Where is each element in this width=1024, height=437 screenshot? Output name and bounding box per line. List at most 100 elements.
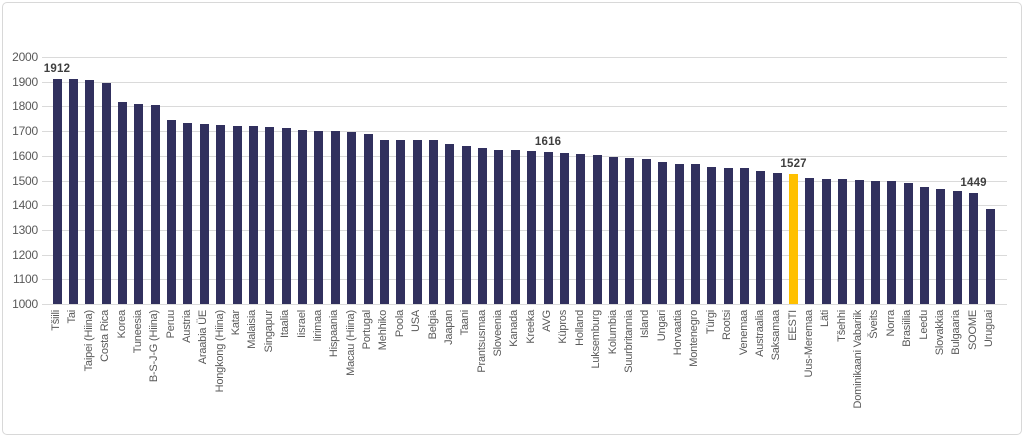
bar bbox=[265, 126, 275, 304]
bar bbox=[805, 178, 815, 304]
x-axis-tick-label: Montenegro bbox=[688, 310, 701, 367]
bar bbox=[248, 125, 258, 304]
bar bbox=[379, 139, 389, 304]
y-axis-tick-label: 1500 bbox=[12, 174, 38, 188]
bar bbox=[478, 148, 488, 304]
bar bbox=[85, 80, 95, 304]
x-axis-tick-label: Sloveenia bbox=[491, 310, 504, 357]
bar bbox=[641, 159, 651, 304]
bar bbox=[527, 150, 537, 304]
bar bbox=[920, 186, 929, 304]
bar bbox=[985, 208, 995, 304]
x-axis-tick-label: Austria bbox=[180, 310, 193, 343]
x-axis-tick-label: Korea bbox=[115, 310, 128, 339]
bar bbox=[576, 154, 586, 304]
x-axis-tick-label: Türgi bbox=[704, 310, 717, 335]
bar bbox=[609, 156, 618, 304]
bar bbox=[772, 172, 782, 304]
x-axis-tick-label: Costa Rica bbox=[99, 310, 112, 362]
x-axis-tick-label: AVG bbox=[541, 310, 554, 332]
x-axis-tick-label: Tuneesia bbox=[131, 310, 144, 354]
x-axis-tick-label: Ungari bbox=[655, 310, 668, 342]
x-axis-tick-label: Rootsi bbox=[721, 310, 734, 340]
x-axis-tick-label: Leedu bbox=[917, 310, 930, 340]
x-axis-tick-label: Tšiili bbox=[50, 310, 62, 331]
x-axis-tick-label: Poola bbox=[393, 310, 406, 338]
bar bbox=[363, 134, 373, 304]
gridline bbox=[42, 156, 1007, 157]
x-axis-tick-label: Portugal bbox=[361, 310, 373, 350]
value-label-Tšiili: 1912 bbox=[43, 62, 71, 75]
gridline bbox=[42, 279, 1007, 280]
x-axis-tick-label: USA bbox=[410, 310, 423, 333]
y-axis-tick-label: 1900 bbox=[12, 75, 38, 89]
bar bbox=[101, 83, 111, 304]
x-axis-tick-label: Peruu bbox=[164, 310, 177, 339]
bar bbox=[887, 181, 897, 304]
x-axis-tick-label: Austraalia bbox=[753, 310, 766, 357]
x-axis-tick-label: SOOME bbox=[966, 310, 979, 350]
x-axis-tick-label: Holland bbox=[573, 310, 586, 346]
bar bbox=[674, 163, 684, 304]
bar bbox=[150, 104, 160, 304]
gridline bbox=[42, 230, 1007, 231]
x-axis-tick-label: Horvaatia bbox=[672, 310, 684, 356]
x-axis-tick-label: Jaapan bbox=[442, 310, 455, 345]
bar bbox=[461, 145, 471, 304]
bar bbox=[952, 190, 962, 304]
gridline bbox=[42, 82, 1007, 83]
bar bbox=[396, 139, 406, 304]
bar bbox=[870, 180, 880, 304]
bar bbox=[298, 129, 307, 304]
bar bbox=[347, 132, 357, 304]
x-axis-tick-label: Norra bbox=[884, 310, 897, 337]
bar bbox=[969, 193, 979, 304]
bar bbox=[854, 180, 864, 304]
bar bbox=[821, 178, 831, 304]
bar bbox=[707, 166, 717, 304]
x-axis-tick-label: Saksamaa bbox=[770, 310, 783, 361]
gridline bbox=[42, 181, 1007, 182]
x-axis-tick-label: Singapur bbox=[262, 310, 275, 353]
x-axis-tick-label: Dominikaani Vabariik bbox=[852, 310, 865, 409]
bar bbox=[68, 79, 78, 304]
x-axis-tick-label: Belgia bbox=[426, 310, 439, 340]
x-axis-tick-label: Island bbox=[639, 310, 652, 339]
bar bbox=[445, 143, 455, 304]
x-axis-tick-label: Brasiilia bbox=[901, 310, 914, 347]
x-axis-tick-label: Kreeka bbox=[524, 310, 537, 344]
x-axis-tick-label: Prantsusmaa bbox=[475, 310, 488, 373]
x-axis-tick-label: Tšehhi bbox=[835, 310, 848, 342]
gridline bbox=[42, 106, 1007, 107]
x-axis-tick-label: Taipei (Hiina) bbox=[82, 310, 95, 372]
y-axis-tick-label: 1300 bbox=[12, 223, 38, 237]
bar bbox=[690, 164, 700, 304]
x-axis-tick-label: Küpros bbox=[557, 310, 570, 344]
bar bbox=[625, 158, 635, 304]
x-axis-tick-label: Malaisia bbox=[246, 310, 259, 349]
y-axis-tick-label: 1100 bbox=[12, 272, 38, 286]
bar bbox=[216, 124, 226, 304]
bar bbox=[330, 130, 340, 304]
bar bbox=[658, 161, 668, 304]
x-axis-tick-label: Venemaa bbox=[737, 310, 750, 356]
x-axis-tick-label: Araabia ÜE bbox=[197, 310, 210, 365]
y-axis-tick-label: 2000 bbox=[12, 50, 38, 64]
x-axis-tick-label: Macau (Hiina) bbox=[344, 310, 357, 376]
bar bbox=[183, 122, 193, 304]
bar bbox=[936, 188, 946, 304]
bar bbox=[756, 171, 766, 304]
x-axis-tick-label: Slovakkia bbox=[933, 310, 946, 356]
y-axis-tick-label: 1600 bbox=[12, 149, 38, 163]
x-axis-tick-label: Uus-Meremaa bbox=[802, 310, 815, 378]
gridline bbox=[42, 131, 1007, 132]
x-axis-tick-label: Tai bbox=[66, 310, 79, 324]
bar bbox=[592, 154, 602, 304]
y-axis-tick-label: 1000 bbox=[12, 297, 38, 311]
bar bbox=[510, 149, 520, 304]
x-axis-tick-label: Hispaania bbox=[328, 310, 341, 358]
bar bbox=[314, 130, 324, 304]
bar bbox=[52, 78, 62, 304]
y-axis-tick-label: 1700 bbox=[12, 124, 38, 138]
